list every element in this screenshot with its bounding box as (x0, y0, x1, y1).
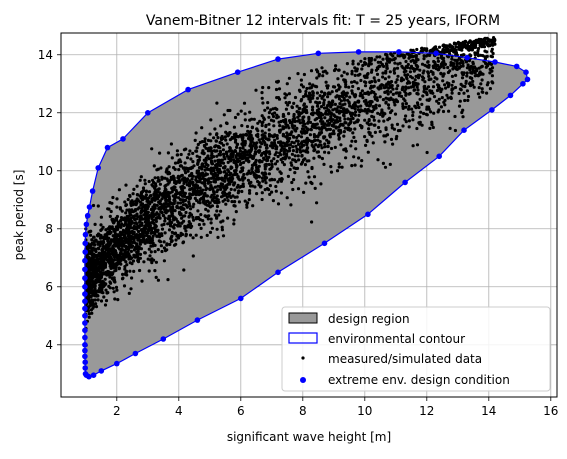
legend-data-label: measured/simulated data (328, 352, 482, 366)
design-condition-point (82, 257, 88, 264)
design-condition-point (98, 368, 105, 374)
chart-title: Vanem-Bitner 12 intervals fit: T = 25 ye… (146, 13, 500, 29)
design-condition-point (82, 313, 88, 319)
legend-contour-label: environmental contour (328, 332, 465, 346)
legend-data-marker (301, 356, 305, 360)
x-tick-label: 4 (175, 404, 183, 418)
design-condition-point (145, 110, 151, 116)
design-condition-point (513, 63, 520, 70)
design-condition-point (82, 291, 88, 297)
x-axis-ticks: 2 4 6 8 10 12 14 16 (113, 397, 558, 418)
design-condition-point (321, 240, 328, 247)
design-condition-point (82, 320, 88, 326)
y-tick-label: 10 (38, 164, 53, 178)
design-condition-point (82, 231, 89, 238)
design-condition-point (82, 353, 88, 360)
design-condition-point (396, 49, 402, 55)
legend-design-condition-label: extreme env. design condition (328, 373, 510, 387)
plot-frame (60, 32, 558, 398)
design-condition-point (82, 359, 88, 366)
design-condition-point (275, 56, 281, 62)
design-condition-point (82, 266, 88, 273)
design-condition-point (185, 86, 191, 93)
x-tick-label: 10 (357, 404, 372, 418)
design-condition-point (114, 360, 120, 367)
design-condition-point (275, 269, 281, 276)
design-condition-point (82, 240, 88, 247)
x-tick-label: 6 (237, 404, 245, 418)
y-tick-label: 14 (38, 48, 53, 62)
design-condition-point (82, 365, 88, 371)
design-condition-point (238, 295, 244, 302)
design-condition-point (433, 50, 439, 57)
design-condition-point (82, 327, 88, 334)
legend-design-region-swatch (288, 312, 318, 324)
design-condition-point (520, 81, 526, 87)
design-condition-point (355, 49, 362, 55)
y-tick-label: 4 (45, 338, 53, 352)
y-tick-label: 6 (45, 280, 53, 294)
design-condition-point (82, 334, 88, 341)
design-condition-point (84, 212, 91, 219)
design-condition-point (507, 92, 514, 99)
design-condition-point (89, 188, 96, 194)
design-condition-point (82, 249, 88, 255)
design-condition-point (82, 342, 88, 348)
x-axis-label: significant wave height [m] (227, 430, 391, 444)
legend: design region environmental contour meas… (281, 306, 551, 392)
x-tick-label: 2 (113, 404, 121, 418)
x-tick-label: 8 (299, 404, 307, 418)
design-condition-point (104, 144, 111, 151)
legend-design-region-label: design region (328, 312, 410, 326)
design-condition-point (523, 69, 529, 75)
legend-design-condition-marker (300, 377, 306, 383)
design-condition-point (83, 372, 90, 379)
design-condition-points (82, 49, 531, 380)
design-condition-point (82, 275, 88, 281)
x-tick-label: 16 (543, 404, 558, 418)
design-condition-point (464, 54, 470, 61)
design-condition-point (461, 127, 467, 133)
y-axis-label: peak period [s] (12, 170, 26, 261)
design-condition-point (524, 76, 531, 83)
design-condition-point (120, 136, 126, 142)
design-condition-point (194, 317, 201, 323)
design-condition-point (365, 211, 371, 218)
design-condition-point (82, 305, 88, 312)
design-condition-point (86, 204, 93, 210)
design-condition-point (95, 165, 101, 171)
design-condition-point (82, 298, 88, 305)
design-condition-point (402, 179, 408, 186)
design-condition-point (82, 347, 88, 354)
design-condition-point (90, 372, 97, 379)
design-condition-point (436, 153, 443, 160)
design-condition-point (315, 50, 322, 57)
design-condition-point (160, 336, 167, 342)
y-axis-ticks: 4 6 8 10 12 14 (38, 48, 61, 352)
legend-contour-swatch (288, 332, 318, 344)
y-tick-label: 8 (45, 222, 53, 236)
design-condition-point (489, 107, 495, 113)
design-condition-point (82, 284, 88, 290)
design-condition-point (132, 350, 139, 357)
x-tick-label: 12 (419, 404, 434, 418)
x-tick-label: 14 (481, 404, 496, 418)
legend-box (281, 306, 551, 392)
design-condition-point (234, 69, 241, 75)
design-condition-point (492, 59, 498, 65)
y-tick-label: 12 (38, 106, 53, 120)
design-condition-point (83, 221, 90, 228)
